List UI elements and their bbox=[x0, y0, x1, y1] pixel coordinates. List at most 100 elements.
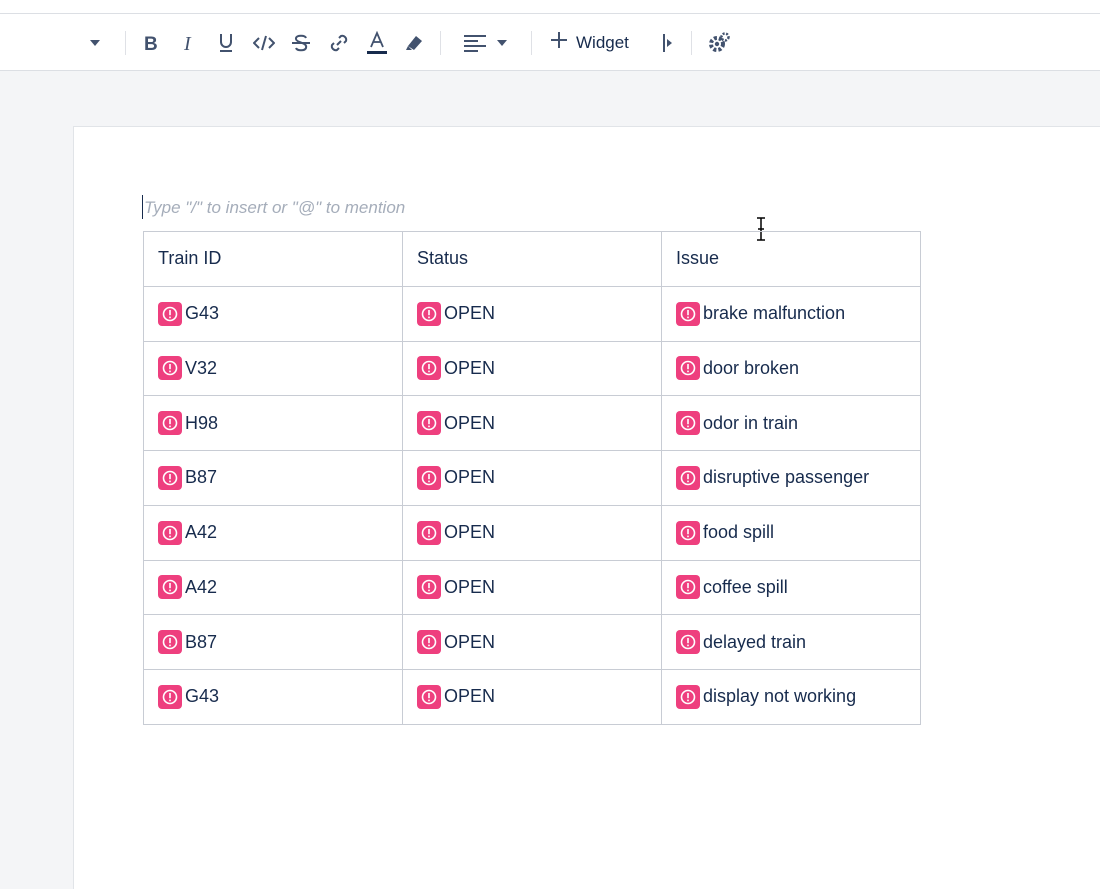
cell-content: display not working bbox=[676, 684, 906, 709]
cell-text: B87 bbox=[185, 467, 218, 488]
cell-text: A42 bbox=[185, 522, 218, 543]
status-cell[interactable]: OPEN bbox=[402, 614, 662, 670]
cell-content: G43 bbox=[158, 301, 388, 326]
cell-text: food spill bbox=[703, 522, 775, 543]
cell-content: OPEN bbox=[417, 630, 647, 655]
strikethrough-button[interactable] bbox=[290, 14, 312, 71]
header-train-id[interactable]: Train ID bbox=[143, 231, 403, 287]
issue-cell[interactable]: odor in train bbox=[661, 395, 921, 451]
issue-cell[interactable]: delayed train bbox=[661, 614, 921, 670]
status-cell[interactable]: OPEN bbox=[402, 395, 662, 451]
code-button[interactable] bbox=[252, 14, 276, 71]
bold-icon: B bbox=[143, 34, 159, 52]
status-cell[interactable]: OPEN bbox=[402, 450, 662, 506]
cell-content: A42 bbox=[158, 575, 388, 600]
bold-button[interactable]: B bbox=[140, 14, 162, 71]
table-header-row: Train ID Status Issue bbox=[143, 231, 921, 287]
train-issues-table: Train ID Status Issue G43 OPEN brake malfu… bbox=[143, 231, 921, 725]
cell-content: OPEN bbox=[417, 520, 647, 545]
train-id-cell[interactable]: B87 bbox=[143, 450, 403, 506]
cell-content: A42 bbox=[158, 520, 388, 545]
toolbar-divider bbox=[440, 31, 441, 55]
cell-content: OPEN bbox=[417, 411, 647, 436]
train-id-cell[interactable]: G43 bbox=[143, 285, 403, 342]
train-id-cell[interactable]: V32 bbox=[143, 340, 403, 397]
text-color-button[interactable] bbox=[365, 14, 389, 71]
editor-toolbar: B I bbox=[0, 14, 1100, 71]
alert-circle-icon bbox=[676, 630, 700, 655]
code-icon bbox=[253, 35, 275, 51]
train-id-cell[interactable]: B87 bbox=[143, 614, 403, 670]
settings-button[interactable] bbox=[706, 14, 732, 71]
train-id-cell[interactable]: G43 bbox=[143, 669, 403, 725]
issue-cell[interactable]: food spill bbox=[661, 504, 921, 561]
cell-text: door broken bbox=[703, 357, 800, 378]
train-id-cell[interactable]: A42 bbox=[143, 559, 403, 616]
alignment-dropdown[interactable] bbox=[458, 14, 514, 71]
table-row: G43 OPEN display not working bbox=[143, 669, 921, 725]
highlight-button[interactable] bbox=[402, 14, 426, 71]
svg-text:B: B bbox=[144, 34, 158, 52]
cell-text: B87 bbox=[185, 631, 218, 652]
alert-circle-icon bbox=[676, 684, 700, 709]
cell-text: A42 bbox=[185, 576, 218, 597]
alert-circle-icon bbox=[158, 630, 182, 655]
underline-icon bbox=[217, 32, 235, 54]
cell-text: delayed train bbox=[703, 631, 807, 652]
editor-placeholder[interactable]: Type "/" to insert or "@" to mention bbox=[144, 198, 406, 217]
align-dropdown-icon bbox=[496, 39, 508, 47]
cell-content: OPEN bbox=[417, 575, 647, 600]
cell-text: OPEN bbox=[444, 686, 496, 707]
cell-content: OPEN bbox=[417, 465, 647, 490]
header-status[interactable]: Status bbox=[402, 231, 662, 287]
highlight-icon bbox=[403, 33, 425, 53]
alert-circle-icon bbox=[158, 575, 182, 600]
text-cursor bbox=[142, 195, 143, 219]
underline-button[interactable] bbox=[215, 14, 237, 71]
alert-circle-icon bbox=[417, 520, 441, 545]
cell-text: brake malfunction bbox=[703, 303, 846, 324]
issue-cell[interactable]: brake malfunction bbox=[661, 285, 921, 342]
issue-cell[interactable]: display not working bbox=[661, 669, 921, 725]
alert-circle-icon bbox=[417, 575, 441, 600]
cell-text: OPEN bbox=[444, 412, 496, 433]
alert-circle-icon bbox=[158, 301, 182, 326]
insert-right-button[interactable] bbox=[658, 14, 678, 71]
link-button[interactable] bbox=[327, 14, 351, 71]
train-id-cell[interactable]: A42 bbox=[143, 504, 403, 561]
status-cell[interactable]: OPEN bbox=[402, 285, 662, 342]
plus-icon bbox=[550, 31, 568, 54]
strikethrough-icon bbox=[291, 33, 311, 53]
cell-text: odor in train bbox=[703, 412, 799, 433]
cell-text: OPEN bbox=[444, 467, 496, 488]
cell-content: coffee spill bbox=[676, 575, 906, 600]
ibeam-cursor-icon bbox=[754, 217, 768, 241]
alert-circle-icon bbox=[158, 356, 182, 381]
link-icon bbox=[328, 32, 350, 54]
status-cell[interactable]: OPEN bbox=[402, 669, 662, 725]
insert-right-icon bbox=[661, 33, 675, 53]
cell-text: OPEN bbox=[444, 357, 496, 378]
text-style-dropdown[interactable] bbox=[84, 14, 106, 71]
header-issue[interactable]: Issue bbox=[661, 231, 921, 287]
issue-cell[interactable]: disruptive passenger bbox=[661, 450, 921, 506]
alert-circle-icon bbox=[417, 684, 441, 709]
cell-content: disruptive passenger bbox=[676, 465, 906, 490]
italic-icon: I bbox=[182, 34, 196, 52]
train-id-cell[interactable]: H98 bbox=[143, 395, 403, 451]
status-cell[interactable]: OPEN bbox=[402, 504, 662, 561]
cell-text: display not working bbox=[703, 686, 857, 707]
alert-circle-icon bbox=[417, 356, 441, 381]
table-row: A42 OPEN food spill bbox=[143, 504, 921, 561]
italic-button[interactable]: I bbox=[178, 14, 200, 71]
alert-circle-icon bbox=[417, 301, 441, 326]
issue-cell[interactable]: coffee spill bbox=[661, 559, 921, 616]
table-row: B87 OPEN disruptive passenger bbox=[143, 450, 921, 506]
insert-widget-button[interactable]: Widget bbox=[550, 14, 629, 71]
status-cell[interactable]: OPEN bbox=[402, 559, 662, 616]
alert-circle-icon bbox=[417, 630, 441, 655]
text-color-icon bbox=[366, 30, 388, 55]
issue-cell[interactable]: door broken bbox=[661, 340, 921, 397]
alert-circle-icon bbox=[158, 411, 182, 436]
status-cell[interactable]: OPEN bbox=[402, 340, 662, 397]
